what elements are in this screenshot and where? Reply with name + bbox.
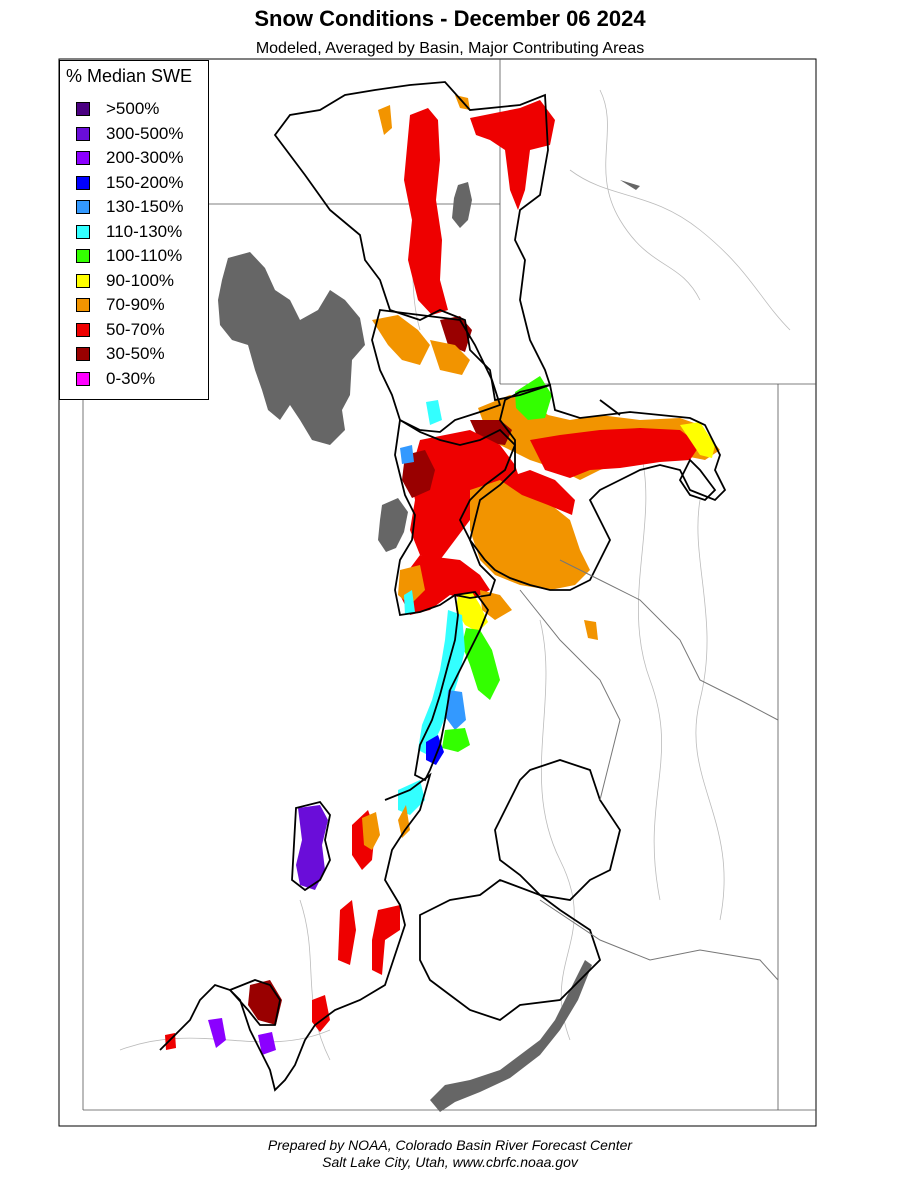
- lake-powell: [430, 960, 592, 1112]
- map-title: Snow Conditions - December 06 2024: [254, 6, 646, 31]
- legend-label: 130-150%: [106, 197, 184, 216]
- legend-swatch: [76, 102, 90, 116]
- legend-label: >500%: [106, 99, 160, 118]
- legend-swatch: [76, 126, 90, 141]
- legend-label: 90-100%: [106, 270, 175, 290]
- legend-label: 70-90%: [106, 295, 165, 314]
- legend-item: 200-300%: [76, 148, 184, 168]
- legend-swatch: [76, 322, 90, 337]
- legend-swatch: [76, 273, 90, 288]
- great-salt-lake: [218, 252, 365, 445]
- legend-item: 110-130%: [76, 222, 182, 242]
- legend-label: 30-50%: [106, 344, 165, 363]
- legend-item: 130-150%: [76, 197, 184, 217]
- map-subtitle: Modeled, Averaged by Basin, Major Contri…: [255, 40, 645, 57]
- legend-item: 30-50%: [76, 344, 165, 364]
- legend-item: 70-90%: [76, 295, 165, 315]
- legend: % Median SWE >500% 300-500% 200-300% 150…: [59, 60, 209, 400]
- legend-swatch: [76, 298, 90, 312]
- legend-title: % Median SWE: [66, 66, 193, 86]
- legend-item: 90-100%: [76, 271, 174, 291]
- legend-label: 0-30%: [106, 368, 156, 388]
- legend-item: >500%: [76, 99, 159, 119]
- legend-item: 100-110%: [76, 246, 182, 266]
- lakes: [218, 180, 640, 1112]
- swe-northern-basins: [372, 95, 555, 375]
- utah-lake: [378, 498, 408, 552]
- legend-item: 50-70%: [76, 320, 165, 340]
- legend-swatch: [76, 224, 90, 239]
- legend-label: 300-500%: [106, 123, 184, 143]
- footer-website: Salt Lake City, Utah, www.cbrfc.noaa.gov: [322, 1154, 578, 1170]
- legend-item: 300-500%: [76, 124, 184, 144]
- footer-credit: Prepared by NOAA, Colorado Basin River F…: [267, 1137, 633, 1153]
- legend-item: 0-30%: [76, 369, 155, 389]
- region-outlines: [519, 559, 779, 981]
- map-frame: [58, 58, 817, 1127]
- legend-swatch: [76, 249, 90, 263]
- bear-lake: [452, 182, 472, 228]
- legend-item: 150-200%: [76, 173, 184, 193]
- legend-swatch: [76, 151, 90, 165]
- legend-label: 150-200%: [106, 172, 184, 192]
- flaming-gorge: [620, 180, 640, 190]
- legend-swatch: [76, 347, 90, 361]
- legend-label: 50-70%: [106, 319, 165, 339]
- legend-label: 100-110%: [106, 246, 183, 265]
- legend-swatch: [76, 200, 90, 214]
- legend-label: 110-130%: [106, 221, 183, 241]
- legend-swatch: [76, 175, 90, 190]
- legend-label: 200-300%: [106, 148, 184, 167]
- basin-boundaries: [159, 81, 727, 1092]
- legend-swatch: [76, 371, 90, 386]
- swe-central-basins: [398, 376, 720, 640]
